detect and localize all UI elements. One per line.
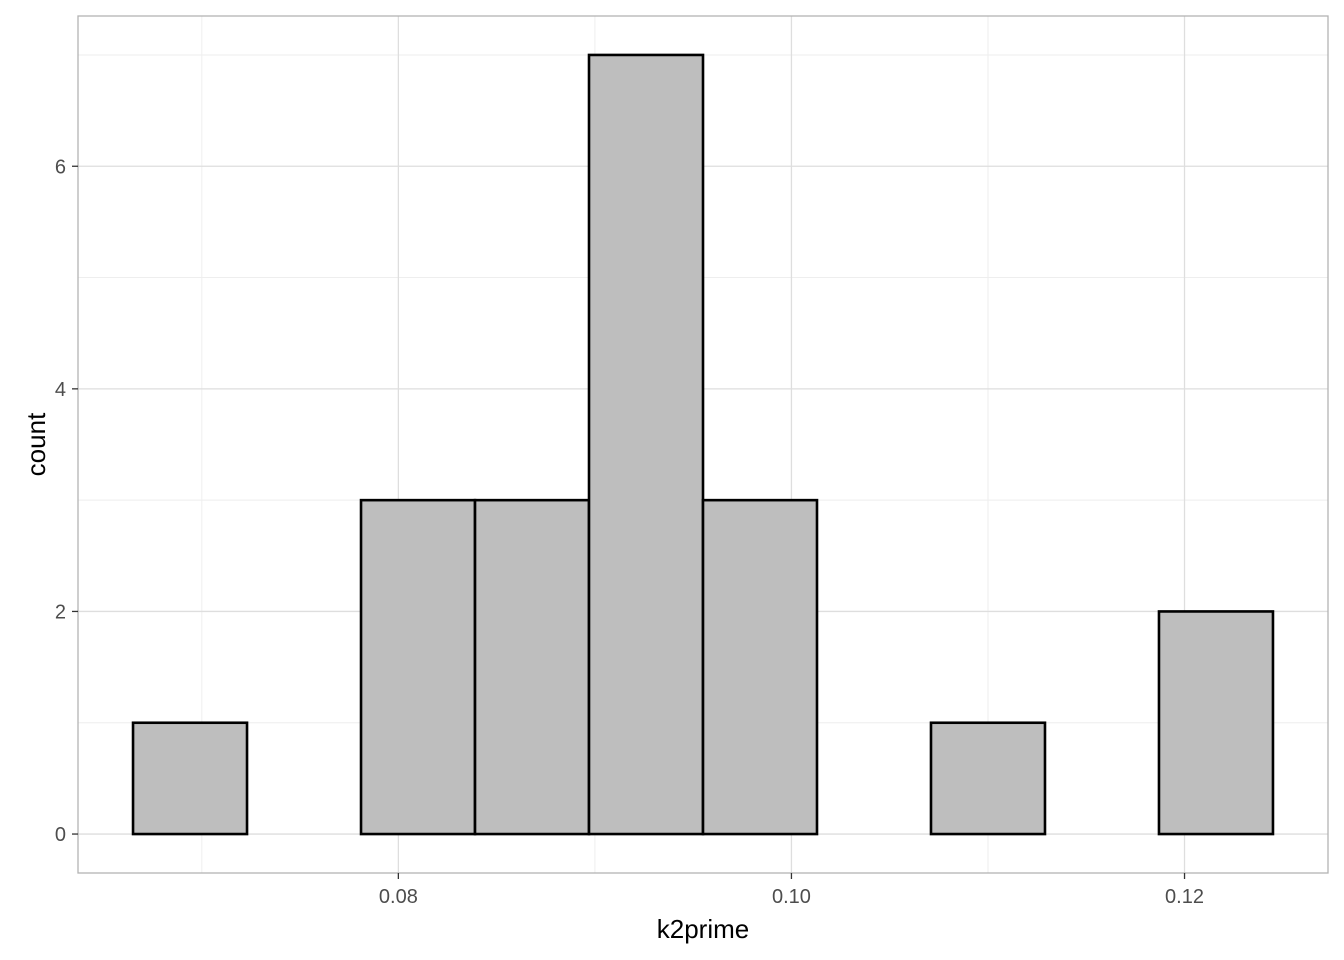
y-axis: 0 2 4 6 xyxy=(55,156,78,846)
y-tick-label: 6 xyxy=(55,156,66,178)
x-tick-label: 0.08 xyxy=(379,886,418,908)
histogram-bar xyxy=(701,498,819,836)
y-tick-label: 2 xyxy=(55,601,66,623)
histogram-bar xyxy=(1157,610,1275,836)
histogram-bar xyxy=(587,53,705,836)
histogram-bars xyxy=(131,53,1275,836)
histogram-bar xyxy=(929,721,1047,836)
x-axis: 0.08 0.10 0.12 xyxy=(379,873,1204,908)
y-axis-title: count xyxy=(21,412,51,476)
panel-border xyxy=(77,15,1329,874)
histogram-bar xyxy=(131,721,249,836)
histogram-bar xyxy=(473,498,591,836)
x-tick-label: 0.10 xyxy=(772,886,811,908)
y-tick-label: 4 xyxy=(55,379,66,401)
x-axis-title: k2prime xyxy=(657,914,749,944)
y-tick-label: 0 xyxy=(55,824,66,846)
x-tick-label: 0.12 xyxy=(1165,886,1204,908)
histogram-bar xyxy=(359,498,477,836)
